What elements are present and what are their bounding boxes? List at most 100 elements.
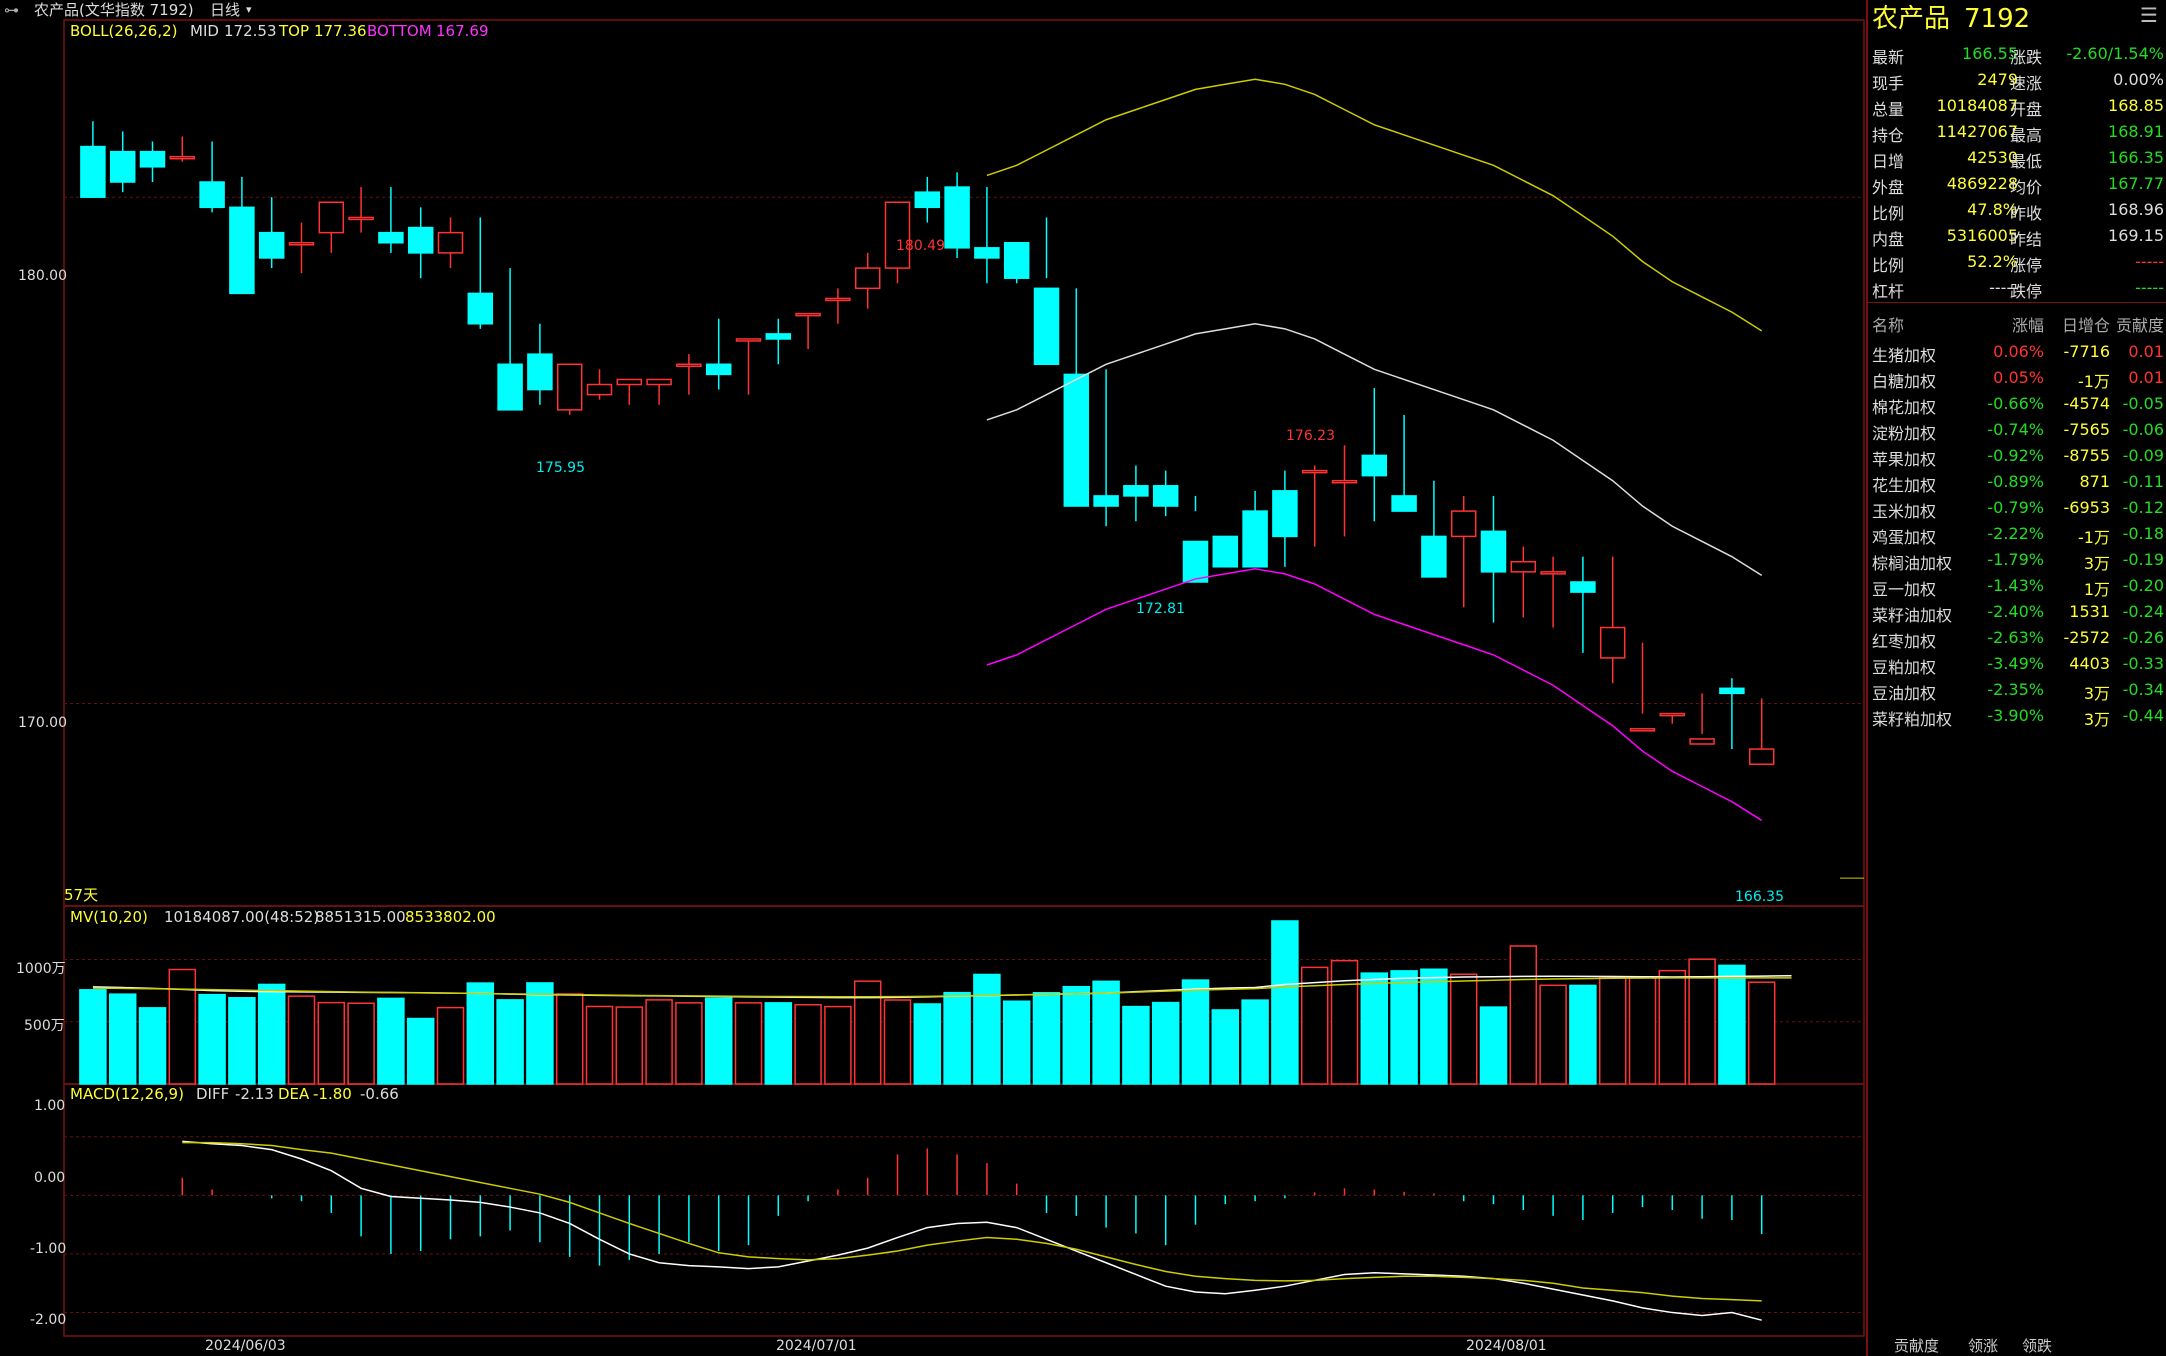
item-oi-change: -6953 [2063,498,2111,517]
candle-down [199,181,225,209]
candle-up [1450,510,1477,538]
volume-bar [1390,970,1418,1085]
candle-down [1242,510,1268,568]
chevron-down-icon[interactable]: ▾ [246,3,252,16]
quote-value: 166.55 [1962,44,2018,63]
candle-down [1003,242,1030,279]
menu-icon[interactable]: ☰ [2140,3,2158,27]
boll-name[interactable]: BOLL(26,26,2) [70,22,178,40]
list-item[interactable]: 鸡蛋加权 -2.22% -1万 -0.18 [1868,520,2166,547]
volume-bar [824,1005,852,1085]
volume-bar [1539,984,1567,1085]
candle-down [1570,581,1596,593]
symbol-title[interactable]: 农产品(文华指数 7192) [34,1,194,19]
volume-bar [585,1005,614,1085]
item-contribution: -0.18 [2122,524,2164,543]
item-contribution: -0.34 [2122,680,2164,699]
candle-up [1748,748,1775,765]
candle-down [1093,495,1119,507]
header-name[interactable]: 名称 [1872,316,1905,335]
candle-down [1391,495,1417,512]
candle-down [1272,490,1298,538]
item-name: 豆一加权 [1872,580,1937,599]
list-item[interactable]: 菜籽油加权 -2.40% 1531 -0.24 [1868,598,2166,625]
quote-row: 现手 2479 速涨 0.00% [1868,66,2166,93]
volume-bar [347,1002,375,1085]
volume-bar [764,1002,793,1085]
macd-name[interactable]: MACD(12,26,9) [70,1085,184,1103]
candle-down [1212,535,1239,568]
list-item[interactable]: 棉花加权 -0.66% -4574 -0.05 [1868,390,2166,417]
volume-bar [1241,999,1269,1085]
tab-contribution[interactable]: 贡献度 [1894,1337,1940,1355]
price-tick: 180.00 [18,268,67,284]
item-contribution: -0.20 [2122,576,2164,595]
boll-mid-line [986,323,1763,577]
header-change[interactable]: 涨幅 [2011,316,2044,335]
item-change: -2.22% [1987,524,2044,543]
header-contribution[interactable]: 贡献度 [2115,316,2164,335]
volume-bar [198,993,226,1085]
candle-up [288,242,315,246]
candle-up [676,363,702,368]
list-item[interactable]: 豆粕加权 -3.49% 4403 -0.33 [1868,650,2166,677]
candle-down [378,231,404,244]
volume-bar [1628,977,1657,1085]
list-item[interactable]: 棕榈油加权 -1.79% 3万 -0.19 [1868,546,2166,573]
candle-up [437,231,464,254]
tab-gainers[interactable]: 领涨 [1968,1337,1999,1355]
item-name: 淀粉加权 [1872,424,1937,443]
mv-volume: 10184087.00(48:52) [164,908,320,926]
quote-label: 现手 [1872,74,1905,93]
item-oi-change: -1万 [2078,528,2110,547]
list-item[interactable]: 生猪加权 0.06% -7716 0.01 [1868,338,2166,365]
quote-label: 均价 [2010,178,2043,197]
macd-tick: 0.00 [34,1170,66,1186]
quote-label: 涨停 [2010,256,2043,275]
list-item[interactable]: 苹果加权 -0.92% -8755 -0.09 [1868,442,2166,469]
list-item[interactable]: 淀粉加权 -0.74% -7565 -0.06 [1868,416,2166,443]
date-tick: 2024/07/01 [776,1338,857,1354]
quote-value: ----- [2135,252,2164,271]
panel-code: 7192 [1964,4,2031,34]
item-oi-change: 3万 [2083,710,2110,729]
volume-bar [913,1003,942,1085]
item-oi-change: 4403 [2069,654,2110,673]
period-selector[interactable]: 日线 [210,1,241,19]
item-name: 鸡蛋加权 [1872,528,1937,547]
volume-bar [704,997,733,1085]
mv-name[interactable]: MV(10,20) [70,908,148,926]
candle-down [258,231,285,259]
quote-value: 168.96 [2108,200,2164,219]
quote-label: 杠杆 [1872,282,1905,301]
list-item[interactable]: 豆油加权 -2.35% 3万 -0.34 [1868,676,2166,703]
item-oi-change: -7565 [2063,420,2111,439]
candle-down [527,353,553,391]
macd-tick: 1.00 [34,1098,66,1114]
kline-chart[interactable] [0,0,1866,1356]
candle-up [825,297,851,302]
quote-panel: 农产品 7192 ☰ 最新 166.55 涨跌 -2.60/1.54% 现手 2479 速涨… [1866,0,2166,1356]
candle-up [646,378,672,386]
quote-value: 47.8% [1967,200,2018,219]
item-oi-change: -2572 [2063,628,2111,647]
boll-bottom-value: 167.69 [436,22,489,40]
header-oi-change[interactable]: 日增仓 [2061,316,2110,335]
item-change: -2.35% [1987,680,2044,699]
quote-label: 最高 [2010,126,2043,145]
tab-losers[interactable]: 领跌 [2022,1337,2053,1355]
candle-up [854,267,881,290]
list-item[interactable]: 豆一加权 -1.43% 1万 -0.20 [1868,572,2166,599]
quote-value: -2.60/1.54% [2066,44,2164,63]
list-item[interactable]: 红枣加权 -2.63% -2572 -0.26 [1868,624,2166,651]
panel-title: 农产品 [1872,4,1951,34]
list-item[interactable]: 白糖加权 0.05% -1万 0.01 [1868,364,2166,391]
candle-up [735,338,762,342]
list-item[interactable]: 菜籽粕加权 -3.90% 3万 -0.44 [1868,702,2166,729]
list-item[interactable]: 花生加权 -0.89% 871 -0.11 [1868,468,2166,495]
candle-up [1510,560,1537,573]
list-item[interactable]: 玉米加权 -0.79% -6953 -0.12 [1868,494,2166,521]
item-oi-change: 1万 [2083,580,2110,599]
quote-label: 内盘 [1872,230,1905,249]
volume-bar [1300,966,1329,1085]
